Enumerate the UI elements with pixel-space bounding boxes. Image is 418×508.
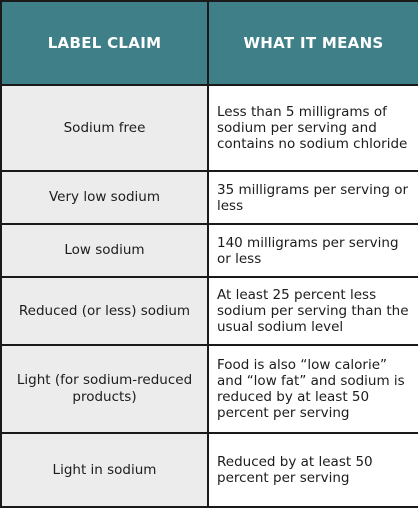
header-row: LABEL CLAIM WHAT IT MEANS — [0, 0, 418, 86]
table-row: Light (for sodium-reduced products) Food… — [0, 344, 418, 434]
meaning-cell: Reduced by at least 50 percent per servi… — [207, 432, 418, 508]
meaning-cell: 140 milligrams per serving or less — [207, 223, 418, 278]
table-row: Light in sodium Reduced by at least 50 p… — [0, 432, 418, 508]
table-row: Sodium free Less than 5 milligrams of so… — [0, 84, 418, 172]
label-claim-cell: Light (for sodium-reduced products) — [0, 344, 209, 434]
table-row: Reduced (or less) sodium At least 25 per… — [0, 276, 418, 346]
label-claim-cell: Reduced (or less) sodium — [0, 276, 209, 346]
label-claim-cell: Light in sodium — [0, 432, 209, 508]
meaning-cell: At least 25 percent less sodium per serv… — [207, 276, 418, 346]
table-row: Low sodium 140 milligrams per serving or… — [0, 223, 418, 278]
table-row: Very low sodium 35 milligrams per servin… — [0, 170, 418, 225]
label-claim-cell: Low sodium — [0, 223, 209, 278]
label-claim-cell: Very low sodium — [0, 170, 209, 225]
meaning-cell: 35 milligrams per serving or less — [207, 170, 418, 225]
label-claim-header: LABEL CLAIM — [0, 0, 209, 86]
label-claim-cell: Sodium free — [0, 84, 209, 172]
meaning-cell: Food is also “low calorie” and “low fat”… — [207, 344, 418, 434]
meaning-cell: Less than 5 milligrams of sodium per ser… — [207, 84, 418, 172]
what-it-means-header: WHAT IT MEANS — [207, 0, 418, 86]
